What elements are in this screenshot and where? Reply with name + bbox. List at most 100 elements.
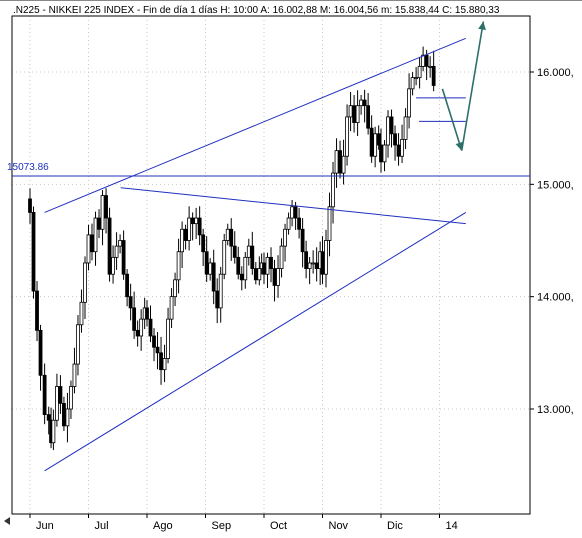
candle bbox=[176, 238, 181, 294]
candle bbox=[65, 392, 70, 443]
x-tick-label: Nov bbox=[329, 520, 349, 532]
x-tick-label: 14 bbox=[446, 520, 458, 532]
candle-body-down bbox=[396, 144, 401, 157]
candle-body-up bbox=[222, 240, 227, 275]
candle bbox=[403, 108, 408, 150]
candle bbox=[125, 269, 130, 307]
candle bbox=[93, 211, 98, 266]
candle-body-down bbox=[215, 290, 220, 309]
candle bbox=[155, 332, 160, 370]
candle-body-up bbox=[407, 88, 411, 118]
scroll-left-arrow-icon[interactable] bbox=[4, 517, 10, 525]
candle-body-down bbox=[197, 217, 202, 236]
candle-body-up bbox=[243, 256, 248, 281]
candle-body-down bbox=[369, 127, 374, 157]
candle-body-up bbox=[290, 206, 294, 219]
candle bbox=[410, 72, 415, 96]
x-tick-label: Jul bbox=[95, 520, 109, 532]
candle bbox=[407, 73, 411, 129]
candle bbox=[222, 233, 227, 280]
candle bbox=[311, 250, 316, 274]
candle bbox=[250, 231, 255, 275]
candle-body-up bbox=[72, 363, 77, 387]
candle bbox=[341, 139, 346, 185]
candle-body-up bbox=[334, 150, 339, 174]
candle-body-down bbox=[90, 234, 94, 253]
candle bbox=[348, 91, 353, 132]
candle-body-down bbox=[42, 374, 47, 416]
candle bbox=[183, 224, 188, 250]
candle-body-down bbox=[352, 105, 356, 123]
candle-body-down bbox=[262, 262, 266, 275]
candle bbox=[162, 344, 167, 383]
candle-body-down bbox=[250, 245, 255, 269]
candle bbox=[286, 212, 291, 235]
candle bbox=[320, 236, 325, 284]
candle bbox=[314, 247, 319, 282]
candle-body-up bbox=[414, 77, 419, 80]
candle-body-down bbox=[152, 335, 156, 348]
candle-body-up bbox=[417, 65, 422, 79]
candle-body-up bbox=[173, 279, 177, 298]
candle bbox=[76, 315, 80, 376]
arrow-layer bbox=[441, 21, 486, 151]
candle-body-down bbox=[35, 290, 39, 331]
candle bbox=[218, 266, 223, 323]
candle bbox=[187, 206, 192, 251]
candle-body-down bbox=[97, 217, 101, 230]
candle bbox=[201, 228, 206, 267]
candle bbox=[97, 209, 101, 239]
y-tick-label: 16.000, bbox=[537, 67, 574, 79]
candle-body-up bbox=[86, 234, 91, 264]
candle-body-up bbox=[69, 386, 73, 410]
candle bbox=[359, 94, 364, 115]
candle bbox=[139, 309, 144, 351]
candle bbox=[62, 396, 66, 431]
candle bbox=[169, 288, 174, 329]
candle bbox=[135, 320, 140, 347]
candle bbox=[362, 89, 367, 123]
candle-body-down bbox=[320, 251, 325, 275]
candle bbox=[236, 246, 241, 280]
candle bbox=[132, 291, 137, 339]
candle-body-down bbox=[28, 198, 32, 213]
candle-body-down bbox=[389, 116, 394, 135]
candle bbox=[421, 46, 426, 72]
candle-body-down bbox=[135, 329, 140, 337]
candle-body-up bbox=[311, 262, 316, 265]
candle bbox=[215, 278, 220, 324]
candle bbox=[35, 281, 39, 342]
y-tick-label: 15.000, bbox=[537, 179, 574, 191]
candle-body-down bbox=[128, 296, 133, 309]
candle-body-down bbox=[132, 307, 137, 331]
candle-layer bbox=[28, 46, 436, 451]
candle-body-up bbox=[286, 217, 291, 230]
candle-body-down bbox=[104, 195, 108, 219]
candle-body-down bbox=[293, 206, 298, 219]
candle bbox=[239, 266, 244, 291]
chart-header: .N225 - NIKKEI 225 INDEX - Fin de día 1 … bbox=[13, 5, 500, 16]
candle bbox=[324, 229, 328, 288]
x-tick-label: Dic bbox=[387, 520, 403, 532]
down-arrow-head-icon bbox=[455, 141, 464, 151]
candle-body-down bbox=[431, 65, 436, 86]
candle bbox=[55, 373, 59, 427]
candle-body-down bbox=[58, 386, 63, 404]
candle bbox=[46, 406, 51, 435]
candle-body-up bbox=[55, 386, 59, 421]
candle-body-down bbox=[366, 105, 371, 129]
candle-body-up bbox=[373, 133, 378, 157]
candle bbox=[386, 110, 390, 158]
y-tick-label: 13.000, bbox=[537, 404, 574, 416]
candle bbox=[145, 300, 149, 327]
candle bbox=[148, 305, 153, 343]
candle bbox=[190, 212, 195, 241]
candle bbox=[211, 249, 216, 305]
candle-body-down bbox=[38, 329, 43, 376]
candle-body-down bbox=[31, 212, 36, 292]
candle-body-down bbox=[376, 133, 381, 146]
candle-body-up bbox=[359, 99, 364, 107]
candle bbox=[373, 126, 378, 168]
